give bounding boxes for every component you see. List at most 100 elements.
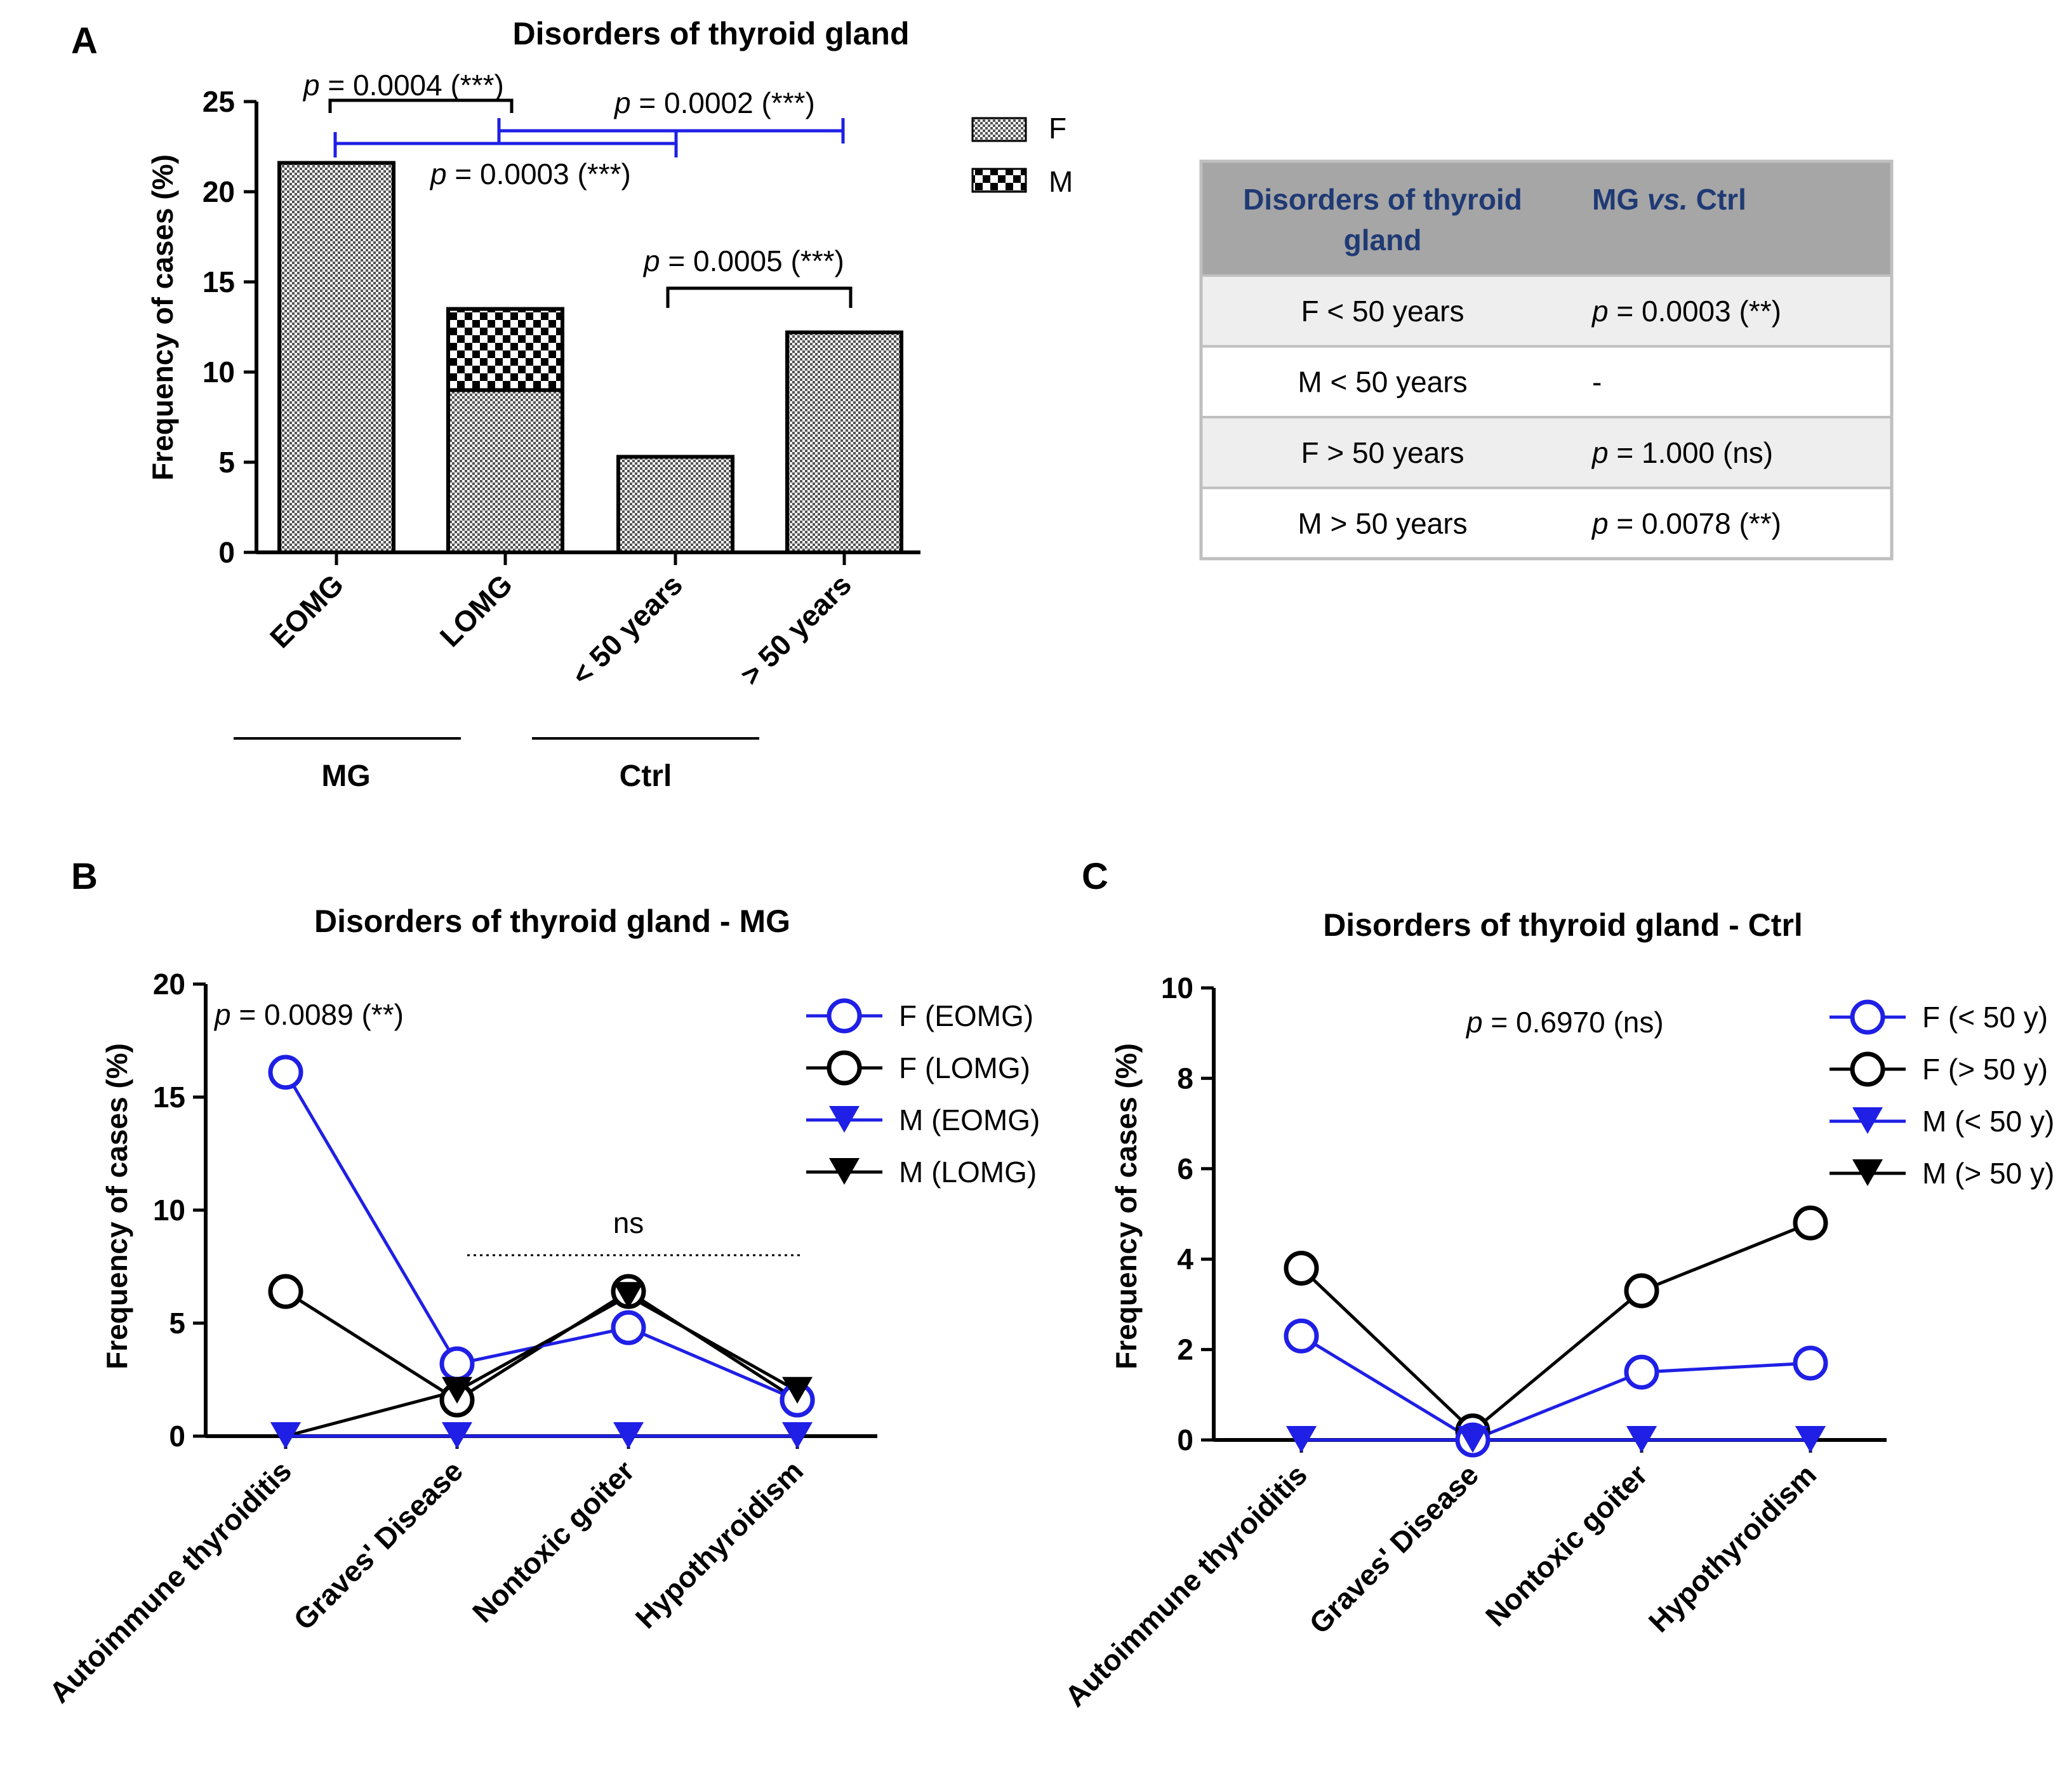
chart-b-x-tick-label: Nontoxic goiter <box>466 1454 641 1629</box>
chart-a-legend: F M <box>971 112 1073 198</box>
bracket-ctrl-young-old-label: p = 0.0005 (***) <box>642 244 844 277</box>
legend-marker-triangle <box>1852 1107 1883 1134</box>
legend-label: M (EOMG) <box>899 1103 1040 1136</box>
legend-marker-circle <box>1850 999 1885 1035</box>
table-cell-p-value: = 0.0003 (**) <box>1609 295 1781 328</box>
data-point-triangle <box>782 1422 813 1449</box>
legend-marker-circle <box>1850 1051 1885 1087</box>
data-point-circle <box>611 1310 646 1345</box>
table-header-col1-line1: Disorders of thyroid <box>1243 183 1522 216</box>
chart-b-x-tick-label: Graves' Disease <box>287 1454 469 1636</box>
chart-a-ylabel: Frequency of cases (%) <box>146 154 179 481</box>
chart-c-pvalue: p = 0.6970 (ns) <box>1465 1006 1664 1039</box>
chart-c-x-tick-label: Graves' Disease <box>1303 1458 1485 1640</box>
series-line-0 <box>284 1071 798 1402</box>
chart-b-x-tick-label: Hypothyroidism <box>629 1454 809 1634</box>
table-cell-group: F > 50 years <box>1301 436 1464 469</box>
bracket-eomg-ctrl-young-label: p = 0.0003 (***) <box>429 157 631 190</box>
data-point-triangle <box>1458 1426 1488 1453</box>
bracket-eomg-ctrl-young: p = 0.0003 (***) <box>333 132 678 190</box>
bracket-lomg-ctrl-old-label: p = 0.0002 (***) <box>613 86 815 119</box>
table-header-col2: MG vs. Ctrl <box>1592 183 1746 216</box>
chart-c-x-tick-label: Hypothyroidism <box>1642 1458 1823 1638</box>
data-point-circle <box>1284 1250 1319 1286</box>
data-point-triangle <box>782 1376 813 1404</box>
legend-label: M (> 50 y) <box>1922 1157 2054 1190</box>
table-cell-p-value: - <box>1592 365 1602 398</box>
table-cell-p-value: = 0.0078 (**) <box>1609 507 1781 540</box>
legend-swatch-m <box>971 168 1027 193</box>
table-cell-pvalue: p = 1.000 (ns) <box>1591 436 1773 469</box>
chart-b-pvalue: p = 0.0089 (**) <box>213 998 404 1031</box>
bar-f-1 <box>446 388 564 555</box>
chart-a-title: Disorders of thyroid gland <box>512 16 909 51</box>
panel-label-b: B <box>71 856 98 897</box>
data-point-triangle <box>270 1422 301 1449</box>
table-body: F < 50 years p = 0.0003 (**) M < 50 years -… <box>1200 274 1893 560</box>
data-point-circle <box>1793 1205 1828 1241</box>
chart-a-y-axis: 0 5 10 15 20 25 <box>203 85 258 569</box>
panel-a: A Disorders of thyroid gland Frequency o… <box>71 16 1073 793</box>
bar-m-1 <box>446 307 564 392</box>
data-point-triangle <box>442 1422 472 1449</box>
data-point-triangle <box>1795 1426 1826 1453</box>
chart-a-y-tick-label: 0 <box>218 536 235 569</box>
bracket-eomg-lomg-label: p = 0.0004 (***) <box>302 69 504 102</box>
chart-a-bars <box>277 161 903 555</box>
table-cell-group: M < 50 years <box>1298 365 1467 398</box>
table-border <box>1199 159 1894 561</box>
data-point-triangle <box>1626 1426 1657 1453</box>
legend-label: M (LOMG) <box>899 1156 1037 1189</box>
chart-a-y-tick-label: 10 <box>203 356 235 389</box>
data-point-circle <box>439 1346 475 1382</box>
chart-c-y-tick-label: 8 <box>1177 1062 1193 1095</box>
bar-f-2 <box>616 455 734 554</box>
legend-label: F (EOMG) <box>899 999 1033 1032</box>
series-line-3 <box>285 1294 799 1438</box>
chart-a-y-tick-label: 25 <box>203 85 235 118</box>
chart-b-y-tick-label: 5 <box>169 1307 185 1340</box>
table-cell-p-symbol: p <box>1591 507 1609 540</box>
chart-a-x-labels: EOMG LOMG < 50 years > 50 years <box>263 552 858 691</box>
data-point-circle <box>268 1274 303 1309</box>
data-point-triangle <box>442 1376 472 1404</box>
data-point-circle <box>1284 1318 1319 1354</box>
legend-marker-triangle <box>829 1106 860 1133</box>
data-point-triangle <box>1286 1426 1317 1453</box>
group-label-mg: MG <box>321 759 370 793</box>
legend-marker-triangle <box>829 1158 860 1185</box>
legend-label: F (< 50 y) <box>1922 1001 2048 1034</box>
chart-c-y-tick-label: 2 <box>1177 1333 1193 1366</box>
chart-b-title: Disorders of thyroid gland - MG <box>314 903 790 939</box>
chart-c-y-tick-label: 10 <box>1161 971 1193 1004</box>
chart-a-x-tick-label: > 50 years <box>734 568 858 691</box>
chart-a-y-tick-label: 15 <box>203 265 235 298</box>
table-row <box>1200 486 1893 560</box>
chart-b-y-tick-label: 0 <box>169 1420 185 1453</box>
legend-label: F (> 50 y) <box>1922 1053 2048 1086</box>
table-cell-pvalue: p = 0.0003 (**) <box>1591 295 1781 328</box>
bar-f-3 <box>785 330 903 555</box>
table-cell-pvalue: - <box>1592 365 1602 398</box>
chart-c-y-tick-label: 0 <box>1177 1423 1193 1456</box>
data-point-circle <box>1624 1273 1659 1309</box>
table-cell-group: F < 50 years <box>1301 295 1464 328</box>
chart-c-y-tick-label: 4 <box>1177 1243 1193 1276</box>
legend-label: M (< 50 y) <box>1922 1105 2054 1138</box>
bar-f-0 <box>277 161 395 554</box>
data-point-circle <box>1793 1345 1828 1381</box>
bracket-lomg-ctrl-old: p = 0.0002 (***) <box>497 86 845 143</box>
chart-c-x-tick-label: Autoimmune thyroiditis <box>1058 1458 1313 1713</box>
panel-c: C Disorders of thyroid gland - Ctrl Freq… <box>1058 856 2054 1713</box>
legend-marker-circle <box>827 1050 862 1086</box>
table-cell-group: M > 50 years <box>1298 507 1467 540</box>
chart-a-x-tick-label: LOMG <box>434 568 519 653</box>
legend-label-m: M <box>1049 165 1073 198</box>
comparison-table: Disorders of thyroid gland MG vs. Ctrl F… <box>1199 159 1894 561</box>
chart-b-y-tick-label: 10 <box>153 1194 185 1227</box>
series-line-1 <box>1300 1221 1811 1434</box>
group-label-ctrl: Ctrl <box>620 759 672 793</box>
table-header-bg <box>1201 161 1892 276</box>
chart-c-x-tick-label: Nontoxic goiter <box>1479 1458 1654 1632</box>
